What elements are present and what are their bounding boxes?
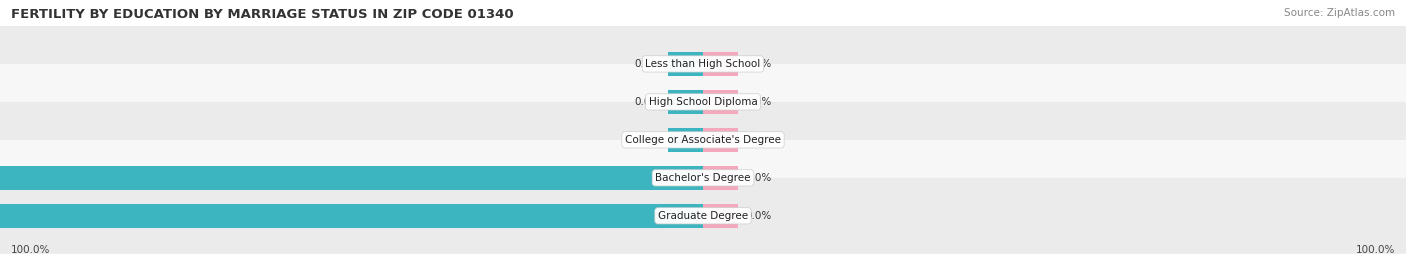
Text: 0.0%: 0.0% [634,97,661,107]
Bar [703,52,738,76]
Text: Source: ZipAtlas.com: Source: ZipAtlas.com [1284,8,1395,18]
Text: FERTILITY BY EDUCATION BY MARRIAGE STATUS IN ZIP CODE 01340: FERTILITY BY EDUCATION BY MARRIAGE STATU… [11,8,513,21]
Bar [668,90,703,114]
Text: 0.0%: 0.0% [745,173,772,183]
FancyBboxPatch shape [0,64,1406,140]
Text: Graduate Degree: Graduate Degree [658,211,748,221]
Text: College or Associate's Degree: College or Associate's Degree [626,135,780,145]
Text: 0.0%: 0.0% [745,135,772,145]
Bar [703,128,738,152]
FancyBboxPatch shape [0,178,1406,254]
Text: 0.0%: 0.0% [634,135,661,145]
FancyBboxPatch shape [0,26,1406,102]
Text: 0.0%: 0.0% [745,59,772,69]
Bar [703,90,738,114]
Text: 0.0%: 0.0% [745,97,772,107]
Text: Bachelor's Degree: Bachelor's Degree [655,173,751,183]
Bar [0,204,703,228]
Bar [668,128,703,152]
Text: 0.0%: 0.0% [745,211,772,221]
Text: 100.0%: 100.0% [11,245,51,255]
FancyBboxPatch shape [0,140,1406,216]
Bar [0,166,703,190]
Bar [668,52,703,76]
FancyBboxPatch shape [0,102,1406,178]
Text: Less than High School: Less than High School [645,59,761,69]
Bar [703,204,738,228]
Text: High School Diploma: High School Diploma [648,97,758,107]
Text: 0.0%: 0.0% [634,59,661,69]
Bar [703,166,738,190]
Text: 100.0%: 100.0% [1355,245,1395,255]
